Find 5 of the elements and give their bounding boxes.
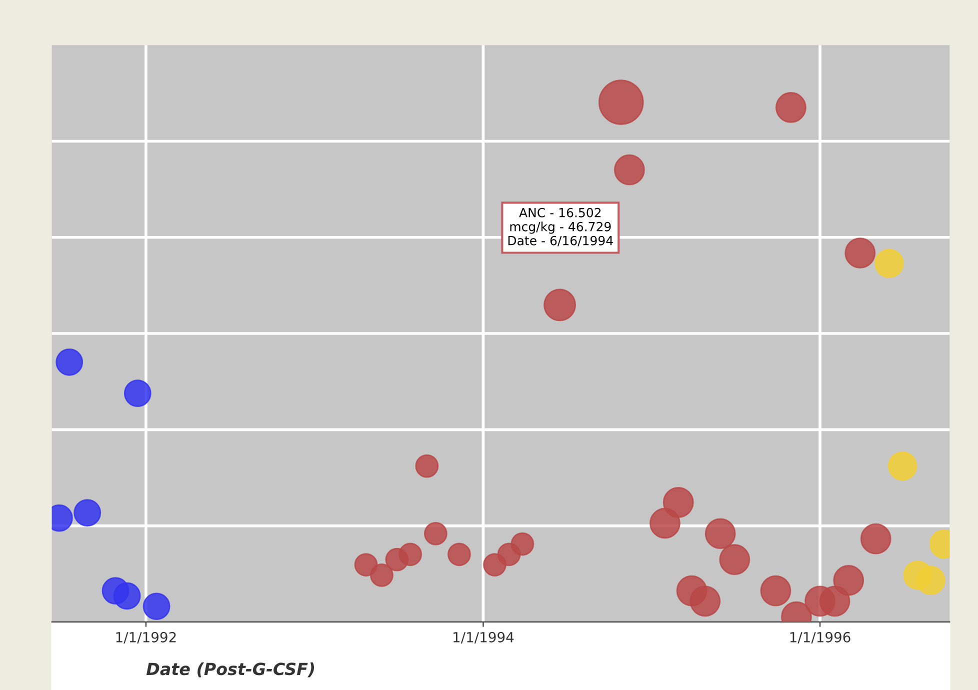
x-tick-label: 1/1/1996 xyxy=(790,632,850,644)
x-axis-title: Date (Post-G-CSF) xyxy=(146,662,314,678)
x-tick-label: 1/1/1992 xyxy=(116,632,176,644)
x-tick-label: 1/1/1994 xyxy=(454,632,514,644)
annotation: ANC - 16.502 mcg/kg - 46.729 Date - 6/16/1994 xyxy=(508,208,613,246)
